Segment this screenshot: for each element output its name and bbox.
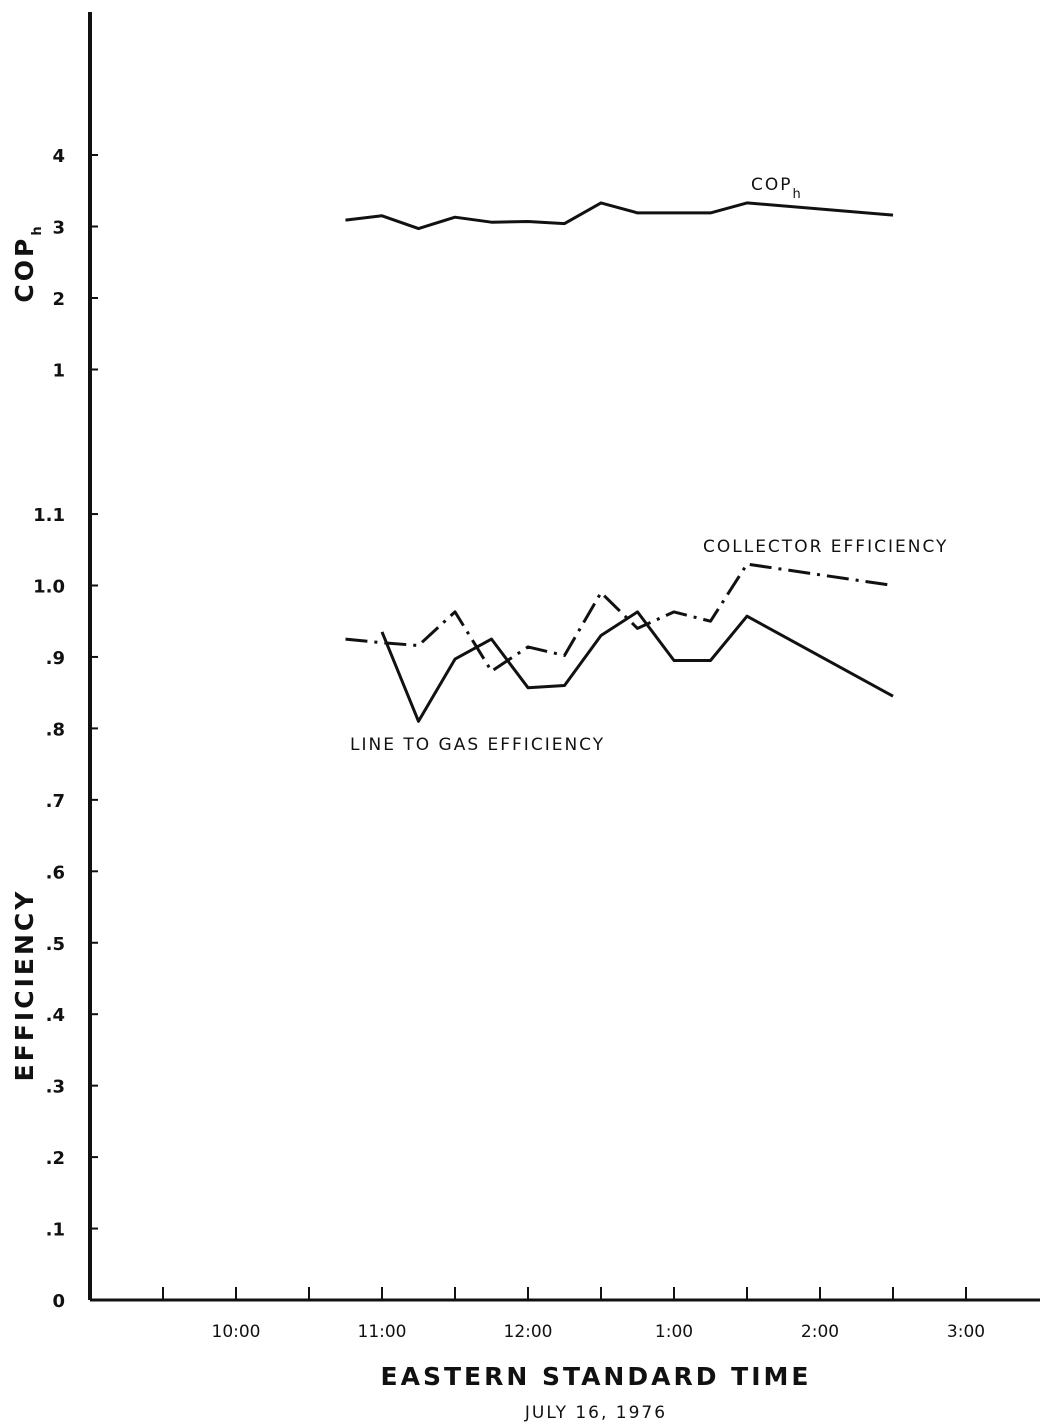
x-tick-label: 2:00	[801, 1322, 839, 1342]
ticks-layer: 0 .1 .2 .3 .4 .5 .6 .7 .8 .9 1.0 1.1 1 2 3 4 10:00 11:00 1…	[33, 146, 985, 1342]
efficiency-y-tick-label: .7	[46, 791, 65, 812]
efficiency-y-tick-label: .4	[46, 1005, 65, 1026]
efficiency-y-tick-label: .5	[46, 934, 65, 955]
coph-axis-label-subscript: h	[30, 223, 45, 235]
coph-y-tick-label: 4	[52, 146, 65, 167]
collector-efficiency-line	[345, 562, 894, 673]
x-tick-label: 3:00	[947, 1322, 985, 1342]
coph-series-label-main: COP	[751, 175, 793, 195]
coph-series-label-subscript: h	[793, 187, 803, 202]
coph-y-tick-label: 1	[52, 361, 65, 382]
efficiency-y-tick-label: 1.1	[33, 505, 65, 526]
chart-date-subtitle: JULY 16, 1976	[524, 1403, 667, 1423]
line-to-gas-efficiency-label: LINE TO GAS EFFICIENCY	[350, 735, 605, 755]
efficiency-y-tick-label: 0	[52, 1291, 65, 1312]
coph-y-tick-label: 2	[52, 289, 65, 310]
efficiency-y-tick-label: .3	[46, 1077, 65, 1098]
x-axis-title: EASTERN STANDARD TIME	[381, 1362, 812, 1391]
x-tick-label: 1:00	[655, 1322, 693, 1342]
coph-axis-label: COPh	[10, 223, 45, 302]
efficiency-y-tick-label: .2	[46, 1148, 65, 1169]
series-layer	[345, 201, 894, 723]
line-to-gas-efficiency-line	[380, 610, 894, 723]
efficiency-y-tick-label: .6	[46, 862, 65, 883]
coph-y-tick-label: 3	[52, 218, 65, 239]
collector-efficiency-label: COLLECTOR EFFICIENCY	[703, 537, 948, 557]
x-tick-label: 12:00	[504, 1322, 553, 1342]
efficiency-y-tick-label: .1	[46, 1220, 65, 1241]
efficiency-y-tick-label: 1.0	[33, 577, 65, 598]
coph-line	[345, 201, 894, 231]
x-tick-label: 11:00	[358, 1322, 407, 1342]
efficiency-y-tick-label: .9	[46, 648, 65, 669]
efficiency-y-tick-label: .8	[46, 719, 65, 740]
efficiency-axis-label: EFFICIENCY	[10, 889, 39, 1082]
coph-series-label: COPh	[751, 175, 803, 202]
x-tick-label: 10:00	[212, 1322, 261, 1342]
coph-axis-label-main: COP	[10, 236, 39, 303]
